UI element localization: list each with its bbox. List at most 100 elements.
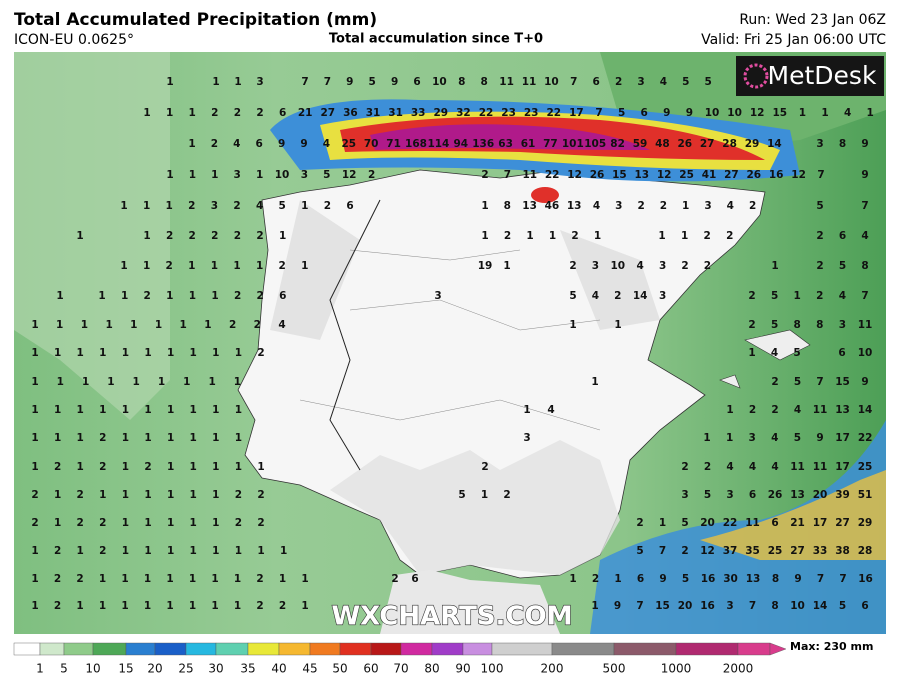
borders xyxy=(299,249,601,431)
precip-value: 1 xyxy=(31,347,38,359)
colorbar-segment xyxy=(370,642,402,656)
precip-value: 10 xyxy=(275,169,290,181)
precip-value: 14 xyxy=(858,404,873,416)
colorbar-label: 15 xyxy=(118,662,133,676)
precip-value: 2 xyxy=(166,260,173,272)
precip-value: 4 xyxy=(323,138,330,150)
precip-value: 19 xyxy=(478,260,493,272)
precip-value: 71 xyxy=(386,138,401,150)
colorbar-label: 10 xyxy=(85,662,100,676)
precip-value: 1 xyxy=(99,347,106,359)
precip-value: 8 xyxy=(794,319,801,331)
precip-value: 94 xyxy=(453,138,468,150)
precip-value: 1 xyxy=(120,200,127,212)
precip-value: 1 xyxy=(167,517,174,529)
precip-value: 1 xyxy=(77,545,84,557)
precip-value: 2 xyxy=(816,260,823,272)
precip-value: 1 xyxy=(166,76,173,88)
precip-value: 1 xyxy=(77,347,84,359)
colorbar-label: 20 xyxy=(147,662,162,676)
precip-value: 12 xyxy=(700,545,715,557)
precip-value: 1 xyxy=(208,376,215,388)
precip-value: 2 xyxy=(54,545,61,557)
precip-value: 29 xyxy=(745,138,760,150)
precip-value: 1 xyxy=(212,432,219,444)
precip-value: 7 xyxy=(749,600,756,612)
precip-value: 3 xyxy=(523,432,530,444)
precip-value: 9 xyxy=(391,76,398,88)
precip-value: 1 xyxy=(167,461,174,473)
precip-value: 1 xyxy=(144,600,151,612)
colorbar-segment xyxy=(491,642,553,656)
precip-value: 2 xyxy=(324,200,331,212)
precip-value: 2 xyxy=(54,573,61,585)
precip-value: 11 xyxy=(813,461,828,473)
precip-value: 2 xyxy=(229,319,236,331)
precip-value: 5 xyxy=(794,376,801,388)
precip-value: 7 xyxy=(301,76,308,88)
precip-value: 26 xyxy=(590,169,605,181)
precip-value: 1 xyxy=(56,319,63,331)
precip-value: 2 xyxy=(234,230,241,242)
precip-value: 1 xyxy=(183,376,190,388)
precip-value: 26 xyxy=(768,489,783,501)
precip-band xyxy=(270,99,886,634)
precip-value: 7 xyxy=(595,107,602,119)
colorbar-label: 500 xyxy=(603,662,626,676)
precip-value: 1 xyxy=(57,376,64,388)
precip-value: 1 xyxy=(257,545,264,557)
precip-value: 1 xyxy=(211,290,218,302)
precip-value: 1 xyxy=(658,230,665,242)
precip-value: 4 xyxy=(794,404,801,416)
precip-value: 2 xyxy=(256,107,263,119)
relief xyxy=(270,200,660,340)
precip-value: 6 xyxy=(256,138,263,150)
precip-value: 15 xyxy=(835,376,850,388)
precip-value: 1 xyxy=(122,404,129,416)
colorbar-label: 60 xyxy=(363,662,378,676)
colorbar-segment xyxy=(185,642,217,656)
precip-value: 7 xyxy=(504,169,511,181)
colorbar-segment xyxy=(39,642,65,656)
precip-value: 1 xyxy=(234,600,241,612)
precip-value: 1 xyxy=(155,319,162,331)
colorbar-segment xyxy=(339,642,372,656)
colorbar-segment xyxy=(462,642,493,656)
precip-value: 22 xyxy=(723,517,738,529)
precip-value: 16 xyxy=(769,169,784,181)
precip-value: 27 xyxy=(790,545,805,557)
precip-value: 1 xyxy=(105,319,112,331)
precip-value: 7 xyxy=(861,290,868,302)
precip-value: 15 xyxy=(772,107,787,119)
model: ICON-EU 0.0625° xyxy=(14,32,134,48)
precip-value: 1 xyxy=(54,432,61,444)
precip-value: 9 xyxy=(278,138,285,150)
precip-value: 1 xyxy=(143,107,150,119)
precip-value: 9 xyxy=(614,600,621,612)
precip-value: 6 xyxy=(749,489,756,501)
precip-value: 21 xyxy=(790,517,805,529)
precip-value: 1 xyxy=(77,461,84,473)
precip-value: 1 xyxy=(189,290,196,302)
precip-value: 6 xyxy=(838,347,845,359)
precip-value: 39 xyxy=(835,489,850,501)
precip-value: 13 xyxy=(790,489,805,501)
colorbar-label: 200 xyxy=(541,662,564,676)
precip-value: 1 xyxy=(190,404,197,416)
logo-text: MetDesk xyxy=(768,61,877,90)
precip-value: 12 xyxy=(750,107,765,119)
precip-value: 32 xyxy=(456,107,471,119)
precip-value: 1 xyxy=(301,200,308,212)
colorbar-label: 45 xyxy=(302,662,317,676)
precip-value: 5 xyxy=(771,290,778,302)
precip-value: 101 xyxy=(562,138,584,150)
logo: MetDesk xyxy=(736,56,884,96)
precip-value: 2 xyxy=(256,573,263,585)
precip-value: 1 xyxy=(569,573,576,585)
precip-value: 1 xyxy=(54,489,61,501)
precip-value: 2 xyxy=(77,517,84,529)
precip-value: 6 xyxy=(279,290,286,302)
precip-value: 9 xyxy=(816,432,823,444)
africa-land xyxy=(380,570,560,634)
